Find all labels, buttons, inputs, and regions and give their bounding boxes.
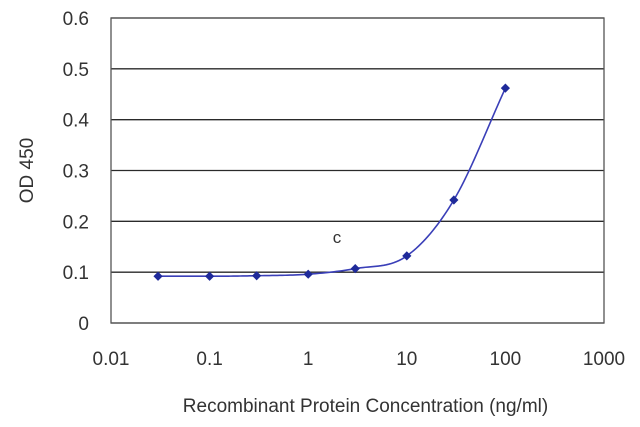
x-tick-label: 1000 — [583, 349, 625, 370]
fitted-curve — [158, 87, 507, 278]
y-tick-label: 0.2 — [63, 212, 89, 233]
x-tick-label: 100 — [490, 349, 522, 370]
plot-frame — [110, 17, 605, 324]
y-tick-label: 0.4 — [63, 111, 90, 132]
x-tick-labels: 0.01 0.1 1 10 100 1000 — [93, 349, 626, 370]
x-tick-label: 0.1 — [196, 349, 222, 370]
x-tick-label: 1 — [303, 349, 314, 370]
y-tick-label: 0 — [78, 314, 89, 335]
data-point — [303, 269, 313, 279]
y-tick-label: 0.3 — [63, 162, 89, 183]
data-points — [153, 83, 510, 281]
data-point — [205, 271, 215, 281]
x-axis-title: Recombinant Protein Concentration (ng/ml… — [183, 396, 548, 417]
data-point — [153, 271, 163, 281]
data-point — [350, 264, 360, 274]
y-tick-label: 0.1 — [63, 263, 89, 284]
x-tick-label: 10 — [396, 349, 417, 370]
x-tick-label: 0.01 — [93, 349, 130, 370]
y-tick-label: 0.6 — [63, 9, 89, 30]
horizontal-gridlines — [111, 17, 604, 324]
data-point — [449, 195, 459, 205]
data-point — [500, 83, 510, 93]
data-point — [402, 251, 412, 261]
y-tick-labels: 0 0.1 0.2 0.3 0.4 0.5 0.6 — [63, 9, 90, 335]
y-tick-label: 0.5 — [63, 60, 89, 81]
data-point — [252, 271, 262, 281]
y-axis-title: OD 450 — [17, 138, 38, 203]
annotation-label: c — [333, 228, 342, 247]
